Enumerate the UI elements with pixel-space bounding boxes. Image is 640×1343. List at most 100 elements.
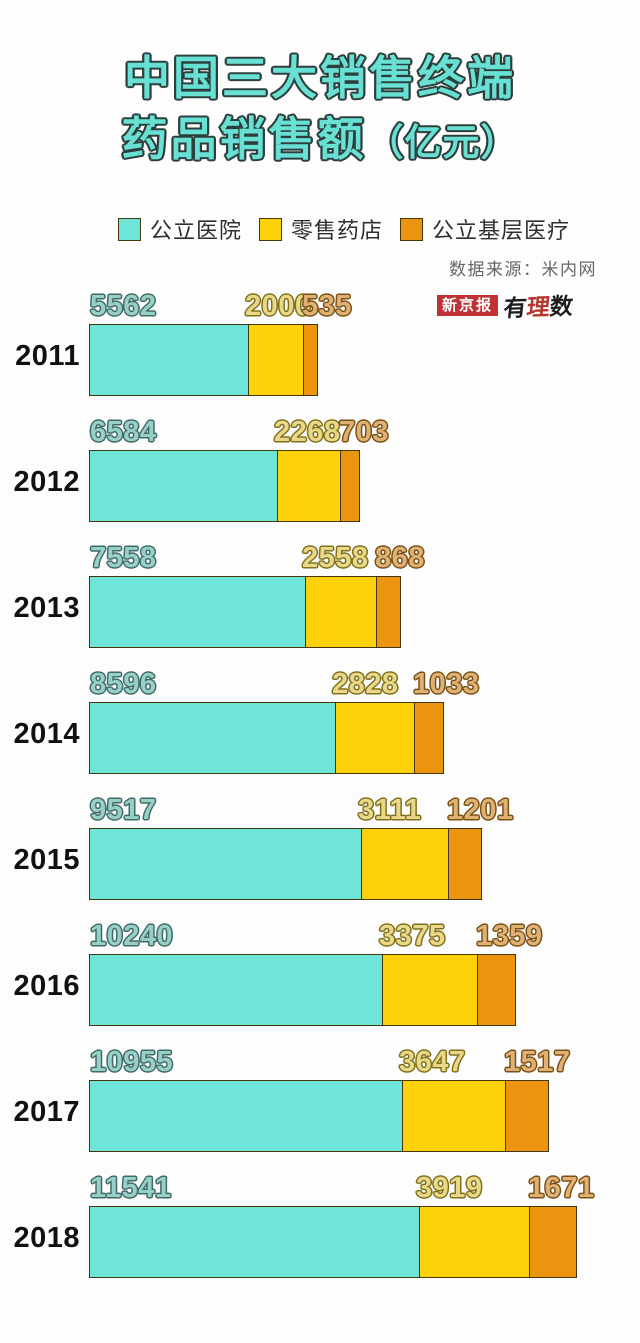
value-label-retail-pharmacy-2014: 2828 — [332, 668, 399, 700]
value-label-public-hospital-2017: 10955 — [90, 1046, 174, 1078]
logo-xinjingbao: 新京报 — [437, 294, 499, 316]
year-label-2013: 2013 — [13, 592, 80, 624]
publisher-logo: 新京报 有理数 — [437, 288, 574, 322]
value-label-retail-pharmacy-2013: 2558 — [302, 542, 369, 574]
bar-segment-retail-pharmacy-2015 — [360, 828, 450, 900]
year-label-2018: 2018 — [13, 1222, 80, 1254]
bar-plot-2016: 10240 3375 1359 — [89, 918, 640, 1026]
value-label-public-hospital-2018: 11541 — [90, 1172, 172, 1204]
bar-plot-2013: 7558 2558 868 — [89, 540, 640, 648]
bar-segment-retail-pharmacy-2012 — [276, 450, 342, 522]
bar-segment-grassroots-medical-2014 — [414, 702, 444, 774]
chart-row-2013: 2013 7558 2558 868 — [0, 540, 640, 648]
value-label-grassroots-medical-2014: 1033 — [413, 668, 480, 700]
bar-plot-2014: 8596 2828 1033 — [89, 666, 640, 774]
bar-segment-grassroots-medical-2013 — [376, 576, 401, 648]
bar-segment-public-hospital-2012 — [89, 450, 278, 522]
chart-row-2014: 2014 8596 2828 1033 — [0, 666, 640, 774]
bar-segment-public-hospital-2018 — [89, 1206, 420, 1278]
stacked-bar-2013 — [89, 576, 640, 648]
bar-segment-public-hospital-2016 — [89, 954, 383, 1026]
year-label-2015: 2015 — [13, 844, 80, 876]
legend-item-grassroots-medical: 公立基层医疗 — [400, 213, 570, 245]
bar-segment-retail-pharmacy-2016 — [381, 954, 479, 1026]
bar-segment-grassroots-medical-2017 — [505, 1080, 549, 1152]
chart-row-2016: 2016 10240 3375 1359 — [0, 918, 640, 1026]
legend-swatch-public-hospital — [118, 217, 141, 241]
bar-segment-grassroots-medical-2016 — [477, 954, 516, 1026]
legend-item-retail-pharmacy: 零售药店 — [259, 213, 383, 245]
value-label-grassroots-medical-2012: 703 — [339, 416, 389, 448]
title-line1: 中国三大销售终端 — [124, 51, 516, 105]
value-label-grassroots-medical-2017: 1517 — [504, 1046, 571, 1078]
chart-row-2018: 2018 11541 3919 1671 — [0, 1170, 640, 1278]
legend-item-public-hospital: 公立医院 — [118, 213, 242, 245]
bar-segment-retail-pharmacy-2017 — [401, 1080, 507, 1152]
title-line2: 药品销售额 — [121, 112, 367, 166]
legend-swatch-grassroots-medical — [400, 217, 424, 241]
year-label-2011: 2011 — [15, 340, 80, 372]
title-unit: （亿元） — [366, 121, 519, 164]
value-labels-2011: 5562 2000 535 — [89, 288, 640, 324]
value-label-retail-pharmacy-2011: 2000 — [245, 290, 312, 322]
bar-segment-retail-pharmacy-2014 — [334, 702, 416, 774]
bar-plot-2017: 10955 3647 1517 — [89, 1044, 640, 1152]
bar-segment-grassroots-medical-2011 — [303, 324, 318, 396]
value-label-retail-pharmacy-2016: 3375 — [379, 920, 446, 952]
bar-segment-retail-pharmacy-2018 — [418, 1206, 531, 1278]
chart: 2011 5562 2000 535 2012 6584 2268 703 2013 7558 25… — [0, 288, 640, 1296]
legend-label-retail-pharmacy: 零售药店 — [291, 218, 384, 243]
value-label-grassroots-medical-2016: 1359 — [476, 920, 543, 952]
stacked-bar-2012 — [89, 450, 640, 522]
value-label-retail-pharmacy-2018: 3919 — [416, 1172, 483, 1204]
bar-segment-retail-pharmacy-2011 — [247, 324, 305, 396]
value-labels-2017: 10955 3647 1517 — [89, 1044, 640, 1080]
value-label-public-hospital-2013: 7558 — [90, 542, 157, 574]
stacked-bar-2014 — [89, 702, 640, 774]
legend-swatch-retail-pharmacy — [259, 217, 283, 241]
bar-segment-grassroots-medical-2012 — [340, 450, 360, 522]
value-labels-2014: 8596 2828 1033 — [89, 666, 640, 702]
year-label-2014: 2014 — [13, 718, 80, 750]
legend-label-grassroots-medical: 公立基层医疗 — [432, 218, 571, 243]
bar-plot-2012: 6584 2268 703 — [89, 414, 640, 522]
value-label-public-hospital-2014: 8596 — [90, 668, 157, 700]
chart-row-2015: 2015 9517 3111 1201 — [0, 792, 640, 900]
value-label-public-hospital-2011: 5562 — [90, 290, 157, 322]
value-label-public-hospital-2015: 9517 — [90, 794, 157, 826]
stacked-bar-2017 — [89, 1080, 640, 1152]
value-label-grassroots-medical-2013: 868 — [375, 542, 425, 574]
page-title: 中国三大销售终端 药品销售额（亿元） — [0, 48, 640, 173]
legend-label-public-hospital: 公立医院 — [150, 218, 243, 243]
year-label-2017: 2017 — [13, 1096, 80, 1128]
bar-segment-public-hospital-2014 — [89, 702, 336, 774]
value-label-grassroots-medical-2015: 1201 — [447, 794, 514, 826]
value-label-retail-pharmacy-2012: 2268 — [274, 416, 341, 448]
value-labels-2012: 6584 2268 703 — [89, 414, 640, 450]
data-source: 数据来源：米内网 — [449, 260, 597, 279]
value-labels-2015: 9517 3111 1201 — [89, 792, 640, 828]
bar-segment-grassroots-medical-2015 — [448, 828, 482, 900]
bar-segment-public-hospital-2015 — [89, 828, 362, 900]
bar-segment-public-hospital-2011 — [89, 324, 249, 396]
stacked-bar-2011 — [89, 324, 640, 396]
value-labels-2013: 7558 2558 868 — [89, 540, 640, 576]
chart-row-2012: 2012 6584 2268 703 — [0, 414, 640, 522]
chart-row-2011: 2011 5562 2000 535 — [0, 288, 640, 396]
year-label-2016: 2016 — [13, 970, 80, 1002]
value-label-public-hospital-2016: 10240 — [90, 920, 174, 952]
year-label-2012: 2012 — [13, 466, 80, 498]
bar-plot-2015: 9517 3111 1201 — [89, 792, 640, 900]
value-label-grassroots-medical-2011: 535 — [302, 290, 352, 322]
bar-segment-public-hospital-2017 — [89, 1080, 403, 1152]
value-label-retail-pharmacy-2017: 3647 — [399, 1046, 466, 1078]
stacked-bar-2018 — [89, 1206, 640, 1278]
bar-segment-public-hospital-2013 — [89, 576, 306, 648]
bar-plot-2018: 11541 3919 1671 — [89, 1170, 640, 1278]
value-labels-2018: 11541 3919 1671 — [89, 1170, 640, 1206]
bar-segment-grassroots-medical-2018 — [529, 1206, 577, 1278]
stacked-bar-2016 — [89, 954, 640, 1026]
value-labels-2016: 10240 3375 1359 — [89, 918, 640, 954]
value-label-retail-pharmacy-2015: 3111 — [358, 794, 422, 826]
